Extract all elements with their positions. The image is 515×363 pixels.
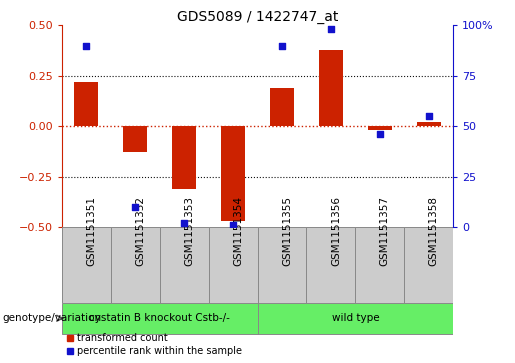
Bar (258, 303, 453, 334)
Point (131, 204, 139, 210)
Text: GSM1151352: GSM1151352 (135, 196, 145, 266)
Bar (123, 126, 147, 152)
Bar (160, 227, 209, 303)
Bar (258, 227, 306, 303)
Bar (368, 126, 392, 130)
Point (424, 113, 433, 119)
Point (278, 43, 286, 49)
Bar (74, 82, 98, 126)
Bar (172, 126, 196, 189)
Title: GDS5089 / 1422747_at: GDS5089 / 1422747_at (177, 11, 338, 24)
Text: GSM1151355: GSM1151355 (282, 196, 292, 266)
Bar (306, 227, 355, 303)
Legend: transformed count, percentile rank within the sample: transformed count, percentile rank withi… (66, 333, 243, 356)
Bar (417, 122, 441, 126)
Text: GSM1151357: GSM1151357 (380, 196, 390, 266)
Bar (319, 50, 343, 126)
Bar (355, 227, 404, 303)
Bar (221, 126, 245, 221)
Text: GSM1151356: GSM1151356 (331, 196, 341, 266)
Text: genotype/variation: genotype/variation (3, 313, 101, 323)
Text: GSM1151353: GSM1151353 (184, 196, 194, 266)
Point (82, 43, 91, 49)
Text: GSM1151351: GSM1151351 (86, 196, 96, 266)
Text: GSM1151354: GSM1151354 (233, 196, 243, 266)
Point (327, 26, 335, 32)
Text: GSM1151358: GSM1151358 (428, 196, 439, 266)
Bar (404, 227, 453, 303)
Bar (62, 303, 258, 334)
Text: cystatin B knockout Cstb-/-: cystatin B knockout Cstb-/- (89, 313, 230, 323)
Text: wild type: wild type (332, 313, 379, 323)
Bar (62, 227, 111, 303)
Bar (209, 227, 258, 303)
Bar (270, 88, 294, 126)
Bar (111, 227, 160, 303)
Point (229, 222, 237, 228)
Point (180, 220, 188, 226)
Point (375, 131, 384, 137)
